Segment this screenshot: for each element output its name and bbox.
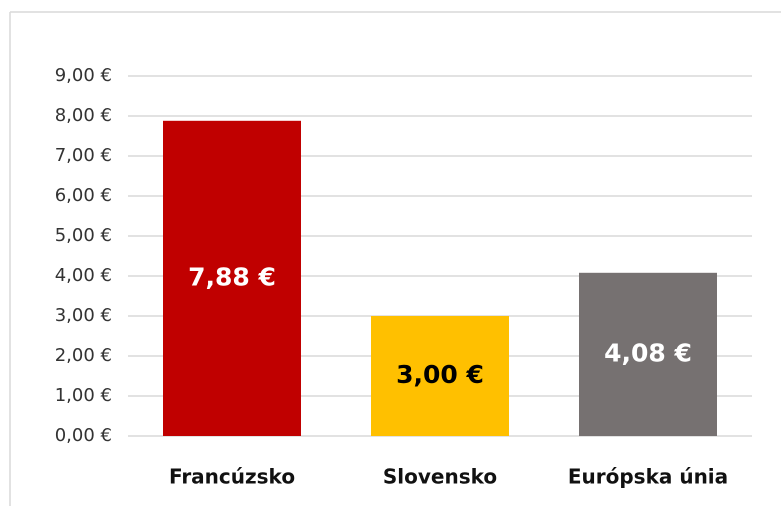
value-label: 4,08 €	[604, 338, 692, 367]
value-label: 3,00 €	[396, 360, 484, 389]
y-tick-label: 4,00 €	[55, 265, 112, 286]
x-tick-label: Francúzsko	[169, 465, 295, 489]
y-tick-label: 6,00 €	[55, 185, 112, 206]
y-tick-label: 5,00 €	[55, 225, 112, 246]
bar	[371, 316, 509, 436]
y-tick-label: 8,00 €	[55, 105, 112, 126]
y-tick-label: 2,00 €	[55, 345, 112, 366]
bar	[579, 272, 717, 436]
x-tick-label: Európska únia	[568, 465, 728, 489]
value-label: 7,88 €	[188, 262, 276, 291]
y-tick-label: 1,00 €	[55, 385, 112, 406]
y-tick-label: 0,00 €	[55, 425, 112, 446]
y-tick-label: 7,00 €	[55, 145, 112, 166]
bar	[163, 120, 301, 437]
y-tick-label: 3,00 €	[55, 305, 112, 326]
x-tick-label: Slovensko	[383, 465, 497, 489]
y-tick-label: 9,00 €	[55, 65, 112, 86]
